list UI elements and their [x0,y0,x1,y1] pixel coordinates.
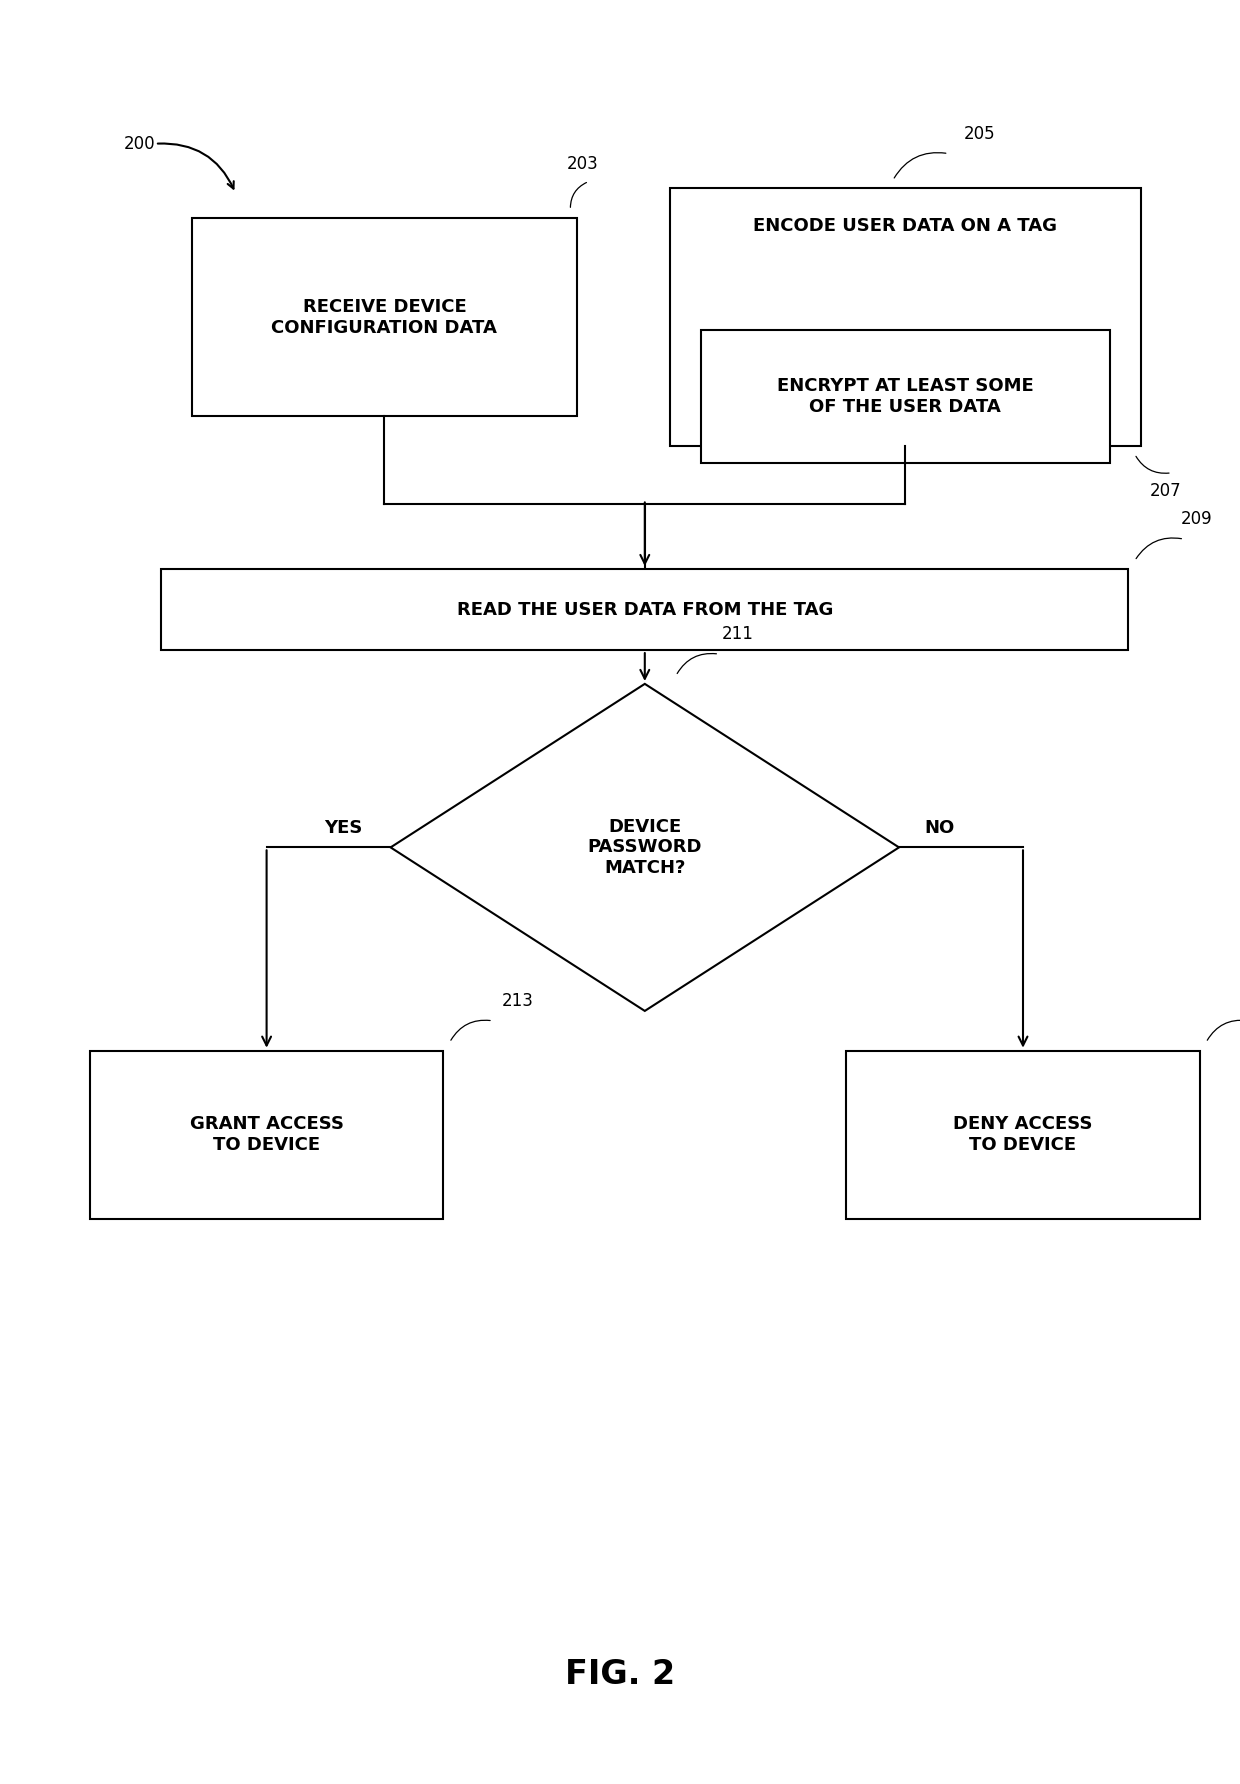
FancyBboxPatch shape [847,1051,1200,1218]
Text: GRANT ACCESS
TO DEVICE: GRANT ACCESS TO DEVICE [190,1115,343,1154]
Text: NO: NO [925,819,955,837]
Text: 200: 200 [124,136,156,153]
Text: 203: 203 [567,155,599,173]
Text: RECEIVE DEVICE
CONFIGURATION DATA: RECEIVE DEVICE CONFIGURATION DATA [272,298,497,337]
Text: READ THE USER DATA FROM THE TAG: READ THE USER DATA FROM THE TAG [456,601,833,619]
Text: 207: 207 [1149,482,1182,500]
Text: DENY ACCESS
TO DEVICE: DENY ACCESS TO DEVICE [954,1115,1092,1154]
Text: 209: 209 [1180,510,1213,528]
Text: DEVICE
PASSWORD
MATCH?: DEVICE PASSWORD MATCH? [588,817,702,878]
Text: ENCODE USER DATA ON A TAG: ENCODE USER DATA ON A TAG [753,218,1058,235]
FancyBboxPatch shape [161,569,1128,649]
Text: 205: 205 [963,125,996,143]
Text: 213: 213 [502,992,533,1010]
FancyBboxPatch shape [670,189,1141,446]
FancyBboxPatch shape [701,330,1110,464]
Text: FIG. 2: FIG. 2 [565,1659,675,1691]
Text: YES: YES [325,819,362,837]
Polygon shape [391,683,899,1012]
FancyBboxPatch shape [89,1051,444,1218]
Text: ENCRYPT AT LEAST SOME
OF THE USER DATA: ENCRYPT AT LEAST SOME OF THE USER DATA [776,376,1034,416]
Text: 211: 211 [722,626,754,644]
FancyBboxPatch shape [192,218,577,416]
